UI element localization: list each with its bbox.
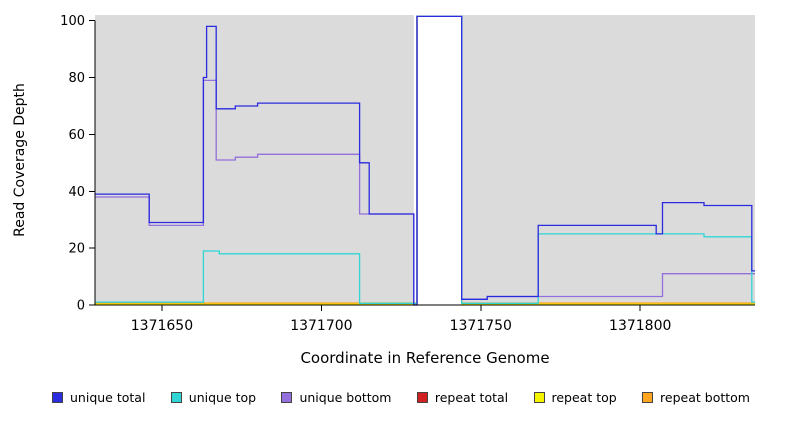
- legend-item-repeat-top: repeat top: [533, 390, 617, 405]
- legend-swatch-unique-bottom: [281, 392, 293, 403]
- y-tick-label: 0: [77, 299, 85, 314]
- legend-swatch-unique-total: [52, 392, 63, 403]
- y-tick-label: 100: [60, 14, 85, 29]
- y-tick-label: 80: [68, 71, 85, 86]
- legend-item-unique-total: unique total: [52, 390, 145, 405]
- legend-label: repeat top: [551, 390, 617, 405]
- x-tick-label: 1371700: [290, 318, 352, 334]
- y-tick-label: 20: [68, 242, 85, 257]
- x-tick-label: 1371800: [609, 318, 671, 334]
- legend-label: unique total: [70, 390, 146, 405]
- legend-swatch-unique-top: [170, 392, 182, 403]
- x-tick-label: 1371650: [131, 318, 193, 334]
- legend-swatch-repeat-bottom: [642, 392, 654, 403]
- y-axis-title: Read Coverage Depth: [12, 83, 28, 237]
- offscale-gap-band: [413, 15, 462, 305]
- legend-swatch-repeat-total: [416, 392, 428, 403]
- y-tick-label: 60: [68, 128, 85, 143]
- legend-label: unique top: [188, 390, 257, 405]
- legend-item-repeat-total: repeat total: [416, 390, 509, 405]
- x-tick-label: 1371750: [450, 318, 512, 334]
- legend-swatch-repeat-top: [533, 392, 545, 403]
- x-axis-title: Coordinate in Reference Genome: [300, 349, 549, 367]
- legend-label: repeat bottom: [660, 390, 750, 405]
- legend-item-repeat-bottom: repeat bottom: [642, 390, 750, 405]
- legend-item-unique-bottom: unique bottom: [281, 390, 392, 405]
- legend-label: unique bottom: [299, 390, 392, 405]
- y-tick-label: 40: [68, 185, 85, 200]
- legend-item-unique-top: unique top: [170, 390, 257, 405]
- coverage-chart-canvas: 0 20 40 60 80 100 1371650 1371700 1371750 1371800…: [12, 14, 755, 367]
- legend: unique total unique top unique bottom repea…: [0, 390, 792, 405]
- series-line-unique-total: [95, 15, 755, 306]
- legend-label: repeat total: [434, 390, 509, 405]
